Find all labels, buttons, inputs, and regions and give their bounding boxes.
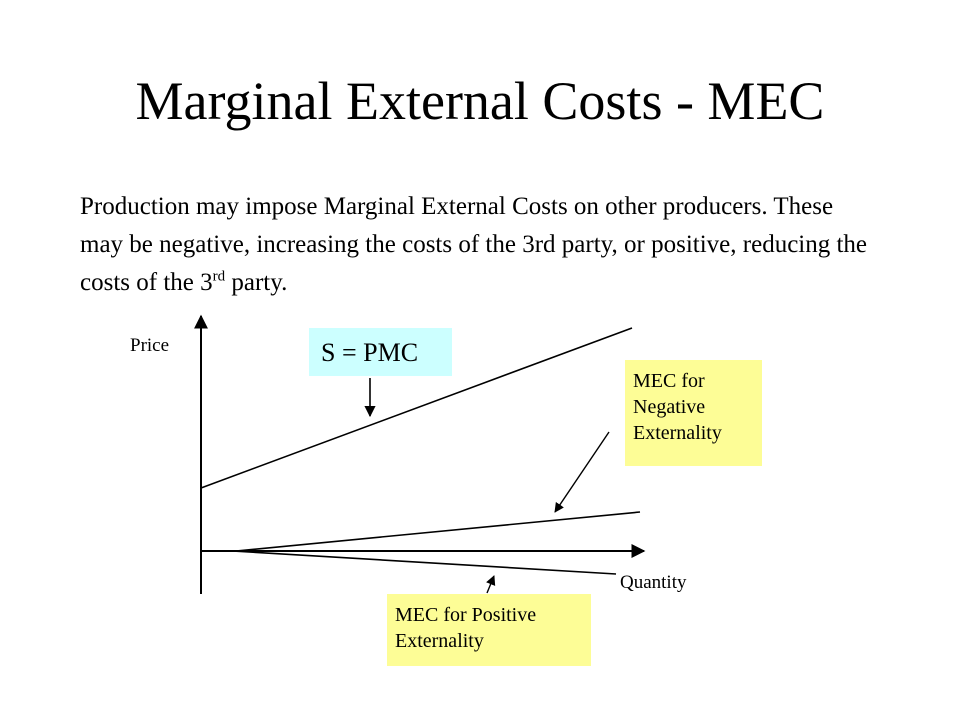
body-text-superscript: rd <box>212 268 226 285</box>
mec-negative-label-line1: MEC for <box>633 370 705 392</box>
body-text-main: Production may impose Marginal External … <box>80 193 868 296</box>
mec-negative-arrow <box>554 431 610 513</box>
slide-body-text: Production may impose Marginal External … <box>80 188 880 302</box>
mec-negative-label-line2: Negative <box>633 396 706 418</box>
supply-pmc-label: S = PMC <box>309 328 452 376</box>
mec-negative-label-line3: Externality <box>633 422 722 444</box>
x-axis-label: Quantity <box>620 572 687 593</box>
mec-positive-line <box>231 550 617 575</box>
slide-title: Marginal External Costs - MEC <box>135 71 825 131</box>
mec-positive-label-line1: MEC for Positive <box>395 604 537 626</box>
supply-pmc-line <box>200 327 633 489</box>
mec-positive-label-line2: Externality <box>395 630 484 652</box>
y-axis-label: Price <box>130 335 170 356</box>
mec-negative-line <box>235 511 641 552</box>
mec-negative-label: MEC for Negative Externality <box>625 360 762 466</box>
mec-positive-label: MEC for Positive Externality <box>387 594 591 666</box>
body-text-end: party. <box>225 269 288 296</box>
mec-positive-arrow <box>486 575 496 594</box>
